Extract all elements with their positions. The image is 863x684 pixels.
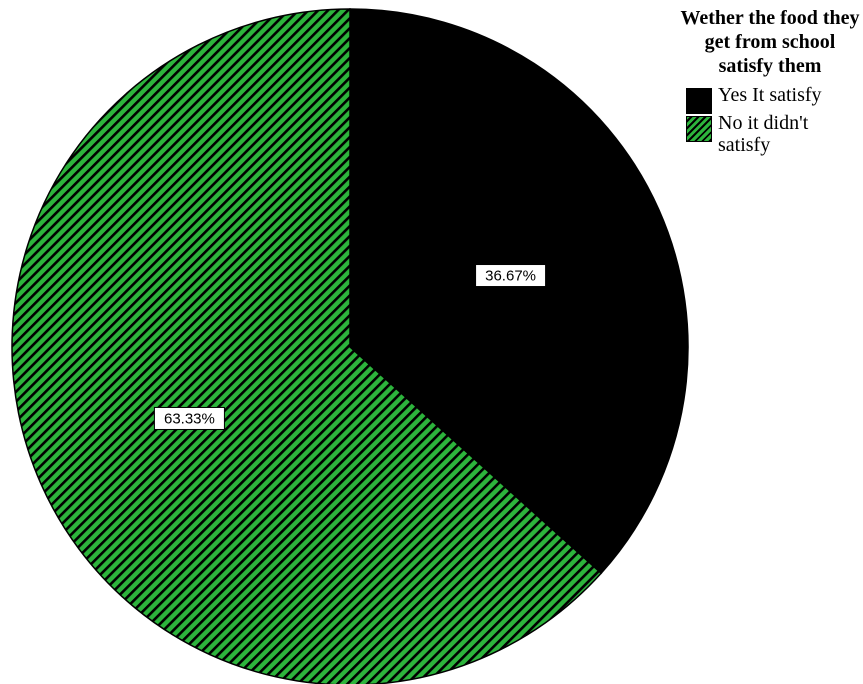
data-label-yes: 36.67% [475, 264, 547, 288]
legend-swatch-no [686, 116, 712, 142]
pie-slice-no [11, 8, 603, 684]
pie-data-labels: 36.67% 63.33% [153, 264, 547, 430]
legend-label-yes: Yes It satisfy [718, 84, 822, 106]
data-label-no-text: 63.33% [164, 410, 215, 427]
data-label-yes-box [475, 264, 547, 288]
pie-slice-yes [349, 8, 689, 575]
legend-swatch-yes [686, 88, 712, 114]
pie-slices [11, 8, 689, 684]
data-label-no: 63.33% [153, 406, 225, 430]
data-label-no-box [153, 406, 225, 430]
legend-item-yes: Yes It satisfy [686, 84, 862, 114]
legend: Wether the food they get from school sat… [680, 6, 862, 156]
data-label-yes-text: 36.67% [485, 268, 536, 285]
legend-item-no: No it didn't satisfy [686, 112, 862, 156]
legend-title: Wether the food they get from school sat… [680, 7, 860, 77]
legend-label-no: No it didn't satisfy [718, 112, 809, 156]
